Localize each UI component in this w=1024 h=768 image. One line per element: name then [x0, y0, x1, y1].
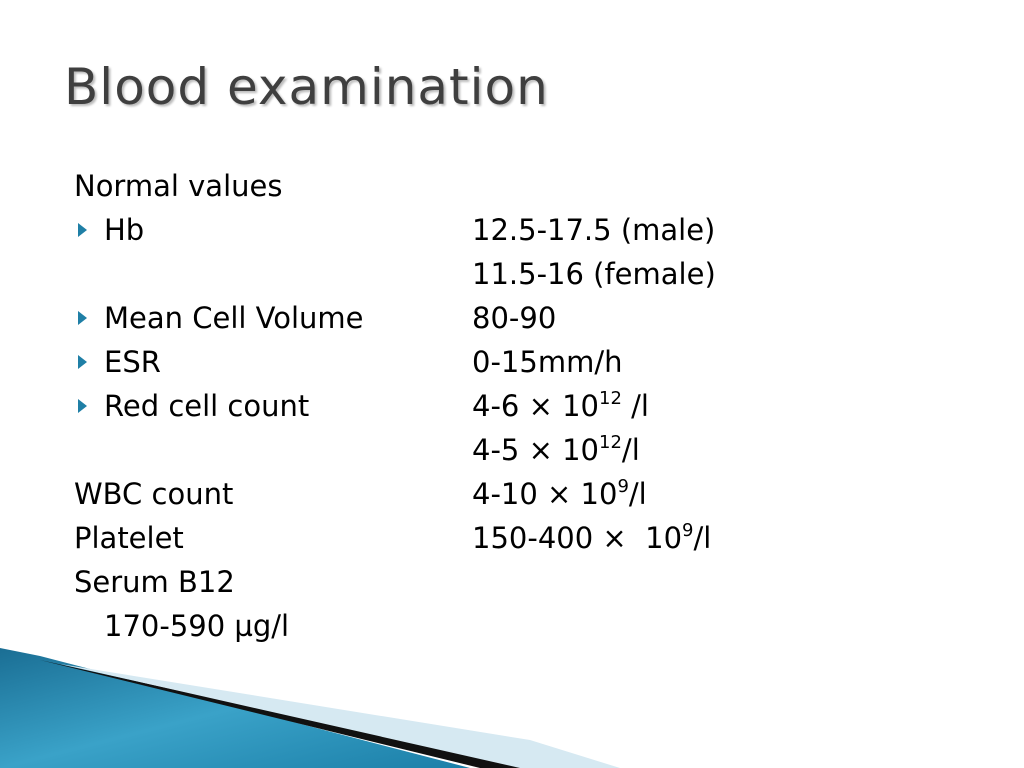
value-text: /l — [621, 433, 640, 467]
superscript: 12 — [599, 432, 622, 453]
value-text: /l — [621, 389, 649, 423]
value-text: 150-400 × 10 — [472, 521, 683, 555]
row-value: 150-400 × 109/l — [472, 520, 711, 556]
bullet — [78, 355, 87, 369]
bullet — [78, 223, 87, 237]
value-text: 0-15mm/h — [472, 345, 623, 379]
row-value: 0-15mm/h — [472, 344, 622, 380]
row-value: 12.5-17.5 (male) — [472, 212, 715, 248]
bullet — [78, 399, 87, 413]
value-text: 12.5-17.5 (male) — [472, 213, 716, 247]
row-label: Hb — [104, 213, 145, 247]
row-label: Serum B12 — [74, 565, 235, 599]
row-label: WBC count — [74, 477, 234, 511]
swoosh-light — [60, 664, 620, 768]
row-value: 4-5 × 1012/l — [472, 432, 640, 468]
row-label: Normal values — [74, 169, 283, 203]
row-label: Red cell count — [104, 389, 310, 423]
row-value: 80-90 — [472, 300, 556, 336]
value-text: 80-90 — [472, 301, 557, 335]
superscript: 12 — [599, 388, 622, 409]
superscript: 9 — [682, 520, 694, 541]
row-label: 170-590 µg/l — [104, 609, 290, 643]
value-text: 4-5 × 10 — [472, 433, 600, 467]
row-label: Platelet — [74, 521, 184, 555]
row-value: 11.5-16 (female) — [472, 256, 716, 292]
value-text: /l — [693, 521, 712, 555]
value-text: 4-6 × 10 — [472, 389, 600, 423]
value-text: 11.5-16 (female) — [472, 257, 716, 291]
value-text: 4-10 × 10 — [472, 477, 618, 511]
bullet — [78, 311, 87, 325]
row-label: ESR — [104, 345, 161, 379]
slide-title: Blood examination — [64, 58, 549, 116]
row-value: 4-10 × 109/l — [472, 476, 647, 512]
superscript: 9 — [617, 476, 629, 497]
row-label: Mean Cell Volume — [104, 301, 364, 335]
value-text: /l — [628, 477, 647, 511]
row-value: 4-6 × 1012 /l — [472, 388, 649, 424]
